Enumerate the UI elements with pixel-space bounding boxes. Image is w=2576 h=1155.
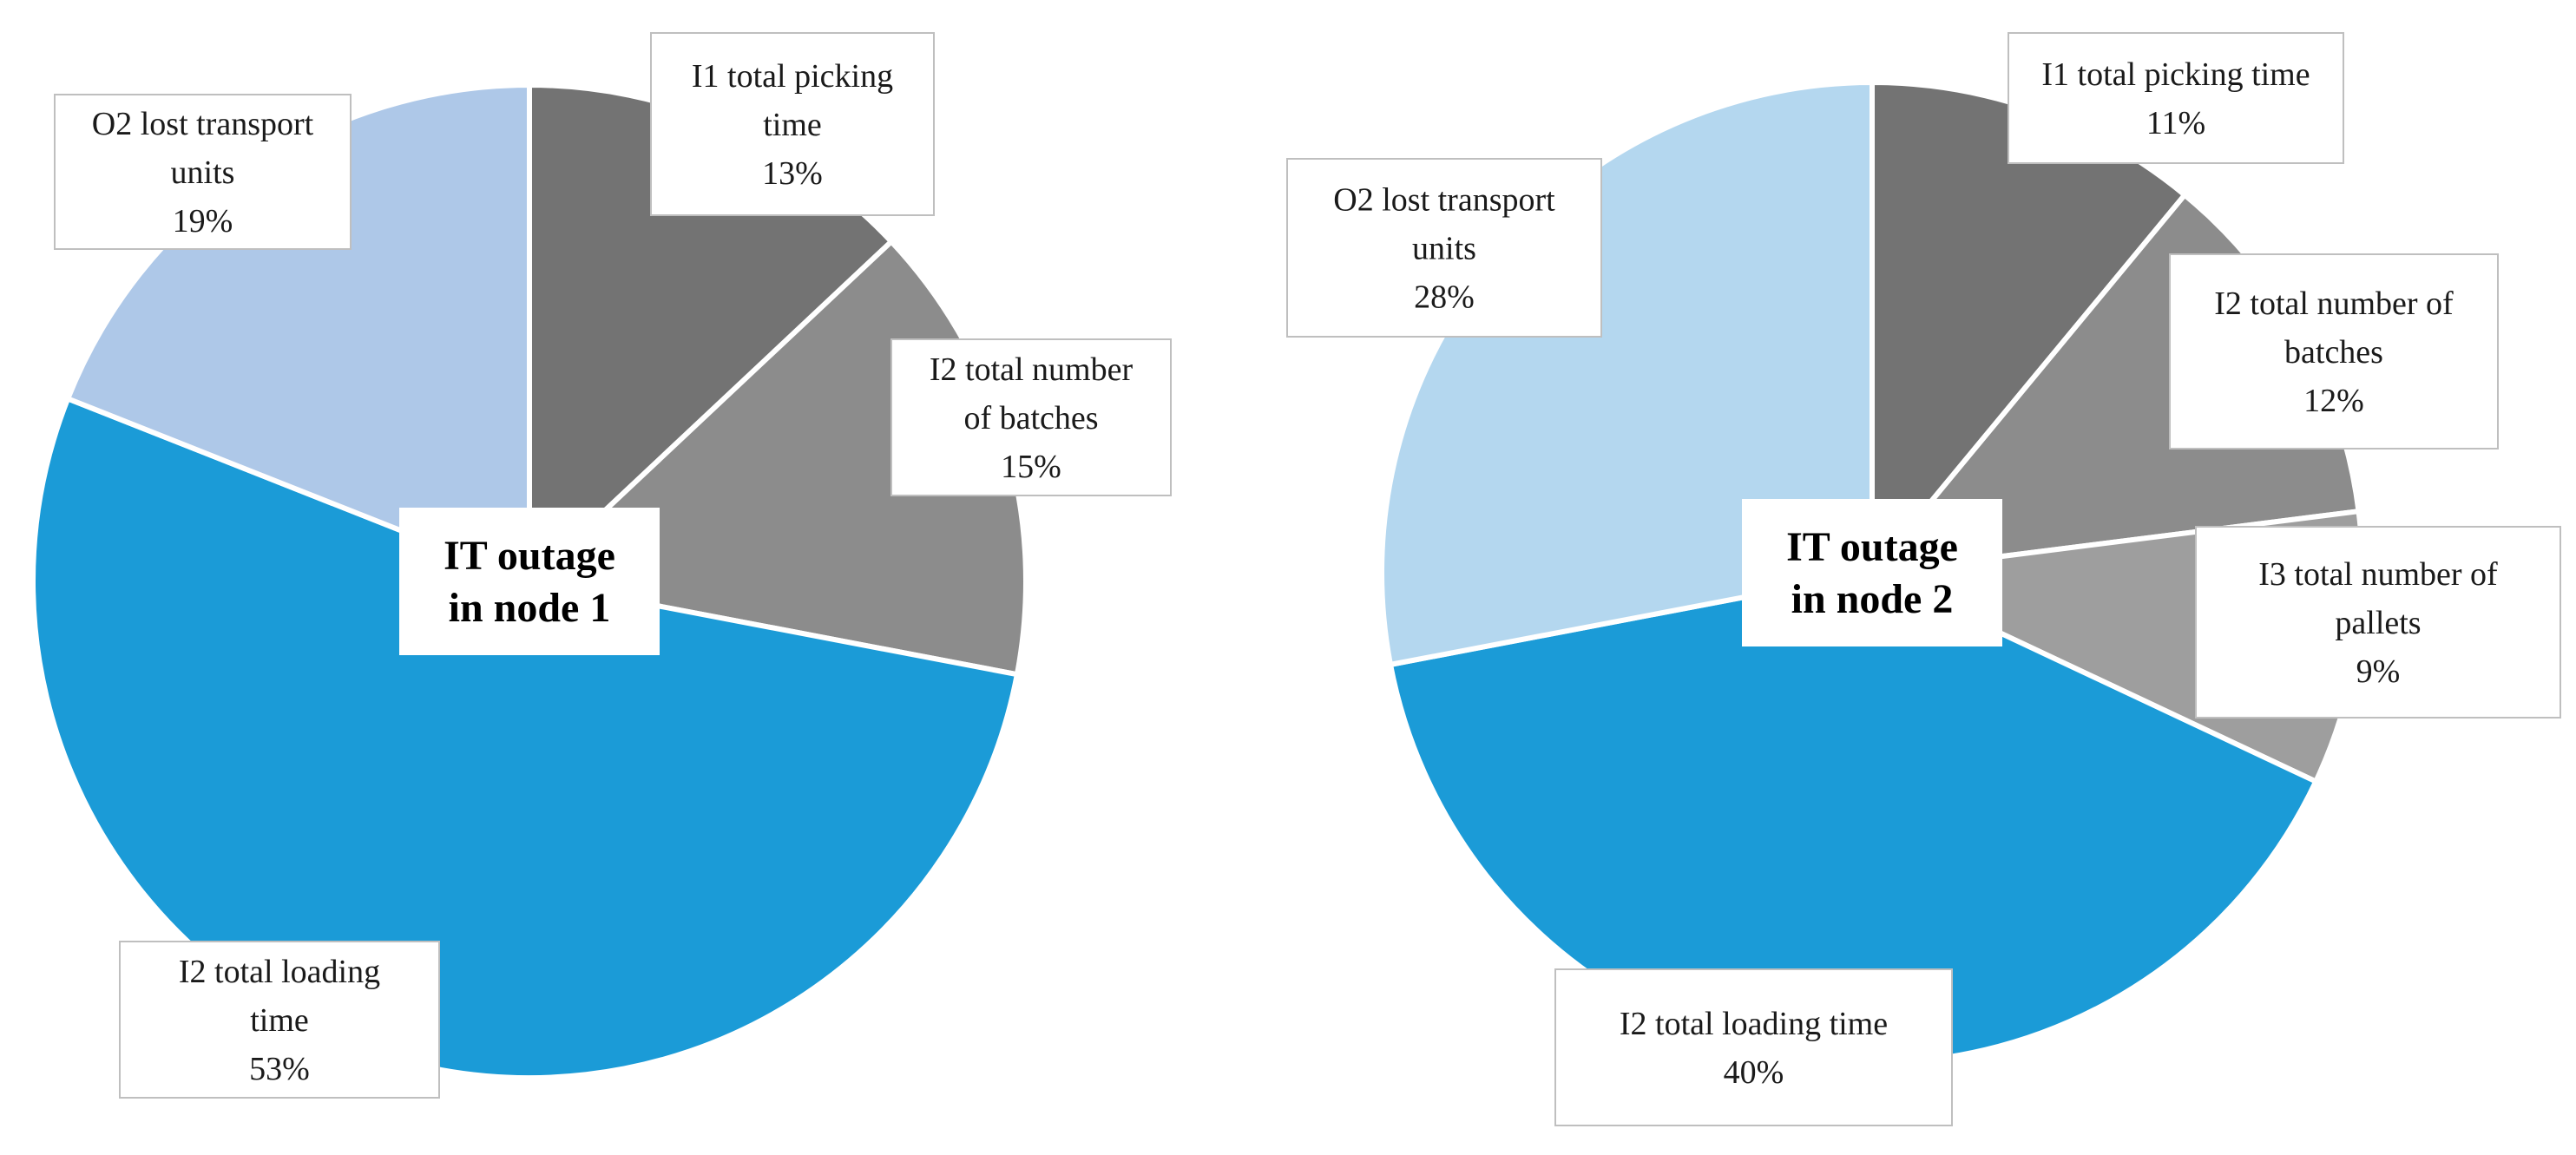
center-label-box xyxy=(1742,499,2002,646)
data-label-text: O2 lost transport units 19% xyxy=(92,106,314,240)
data-label-box xyxy=(1554,968,1953,1126)
data-label-i1-total-picking-time: I1 total picking time 11% xyxy=(2008,32,2344,164)
data-label-text: O2 lost transport units 28% xyxy=(1333,182,1555,316)
data-label-box xyxy=(890,338,1172,496)
data-label-text: I2 total loading time 40% xyxy=(1620,1006,1888,1091)
data-label-text: I2 total number of batches 15% xyxy=(930,351,1134,485)
pie-chart-node-2: IT outage in node 2 I1 total picking time 1… xyxy=(1286,32,2561,1126)
center-label-text: IT outage in node 2 xyxy=(1786,524,1958,622)
data-label-i1-total-picking-time: I1 total picking time 13% xyxy=(650,32,935,216)
pie-chart-node-1: IT outage in node 1 I1 total picking time 13… xyxy=(30,32,1172,1099)
data-label-text: I3 total number of pallets 9% xyxy=(2258,556,2498,690)
data-label-text: I1 total picking time 11% xyxy=(2041,56,2310,141)
pie-center-label: IT outage in node 2 xyxy=(1742,499,2002,646)
data-label-box xyxy=(54,94,352,250)
data-label-box xyxy=(1286,158,1602,338)
data-label-i2-total-loading-time: I2 total loading time 40% xyxy=(1554,968,1953,1126)
pie-center-label: IT outage in node 1 xyxy=(399,508,660,655)
data-label-text: I1 total picking time 13% xyxy=(692,58,893,192)
data-label-i2-total-number-of-batches: I2 total number of batches 12% xyxy=(2169,253,2499,450)
data-label-i2-total-loading-time: I2 total loading time 53% xyxy=(119,941,440,1099)
data-label-box xyxy=(119,941,440,1099)
data-label-i2-total-number-of-batches: I2 total number of batches 15% xyxy=(890,338,1172,496)
center-label-box xyxy=(399,508,660,655)
data-label-text: I2 total loading time 53% xyxy=(179,954,380,1087)
data-label-box xyxy=(650,32,935,216)
data-label-i3-total-number-of-pallets: I3 total number of pallets 9% xyxy=(2195,526,2561,719)
data-label-box xyxy=(2195,526,2561,719)
data-label-o2-lost-transport-units: O2 lost transport units 28% xyxy=(1286,158,1602,338)
data-label-box xyxy=(2169,253,2499,450)
center-label-text: IT outage in node 1 xyxy=(444,533,615,631)
data-label-o2-lost-transport-units: O2 lost transport units 19% xyxy=(54,94,352,250)
data-label-text: I2 total number of batches 12% xyxy=(2214,285,2454,419)
data-label-box xyxy=(2008,32,2344,164)
